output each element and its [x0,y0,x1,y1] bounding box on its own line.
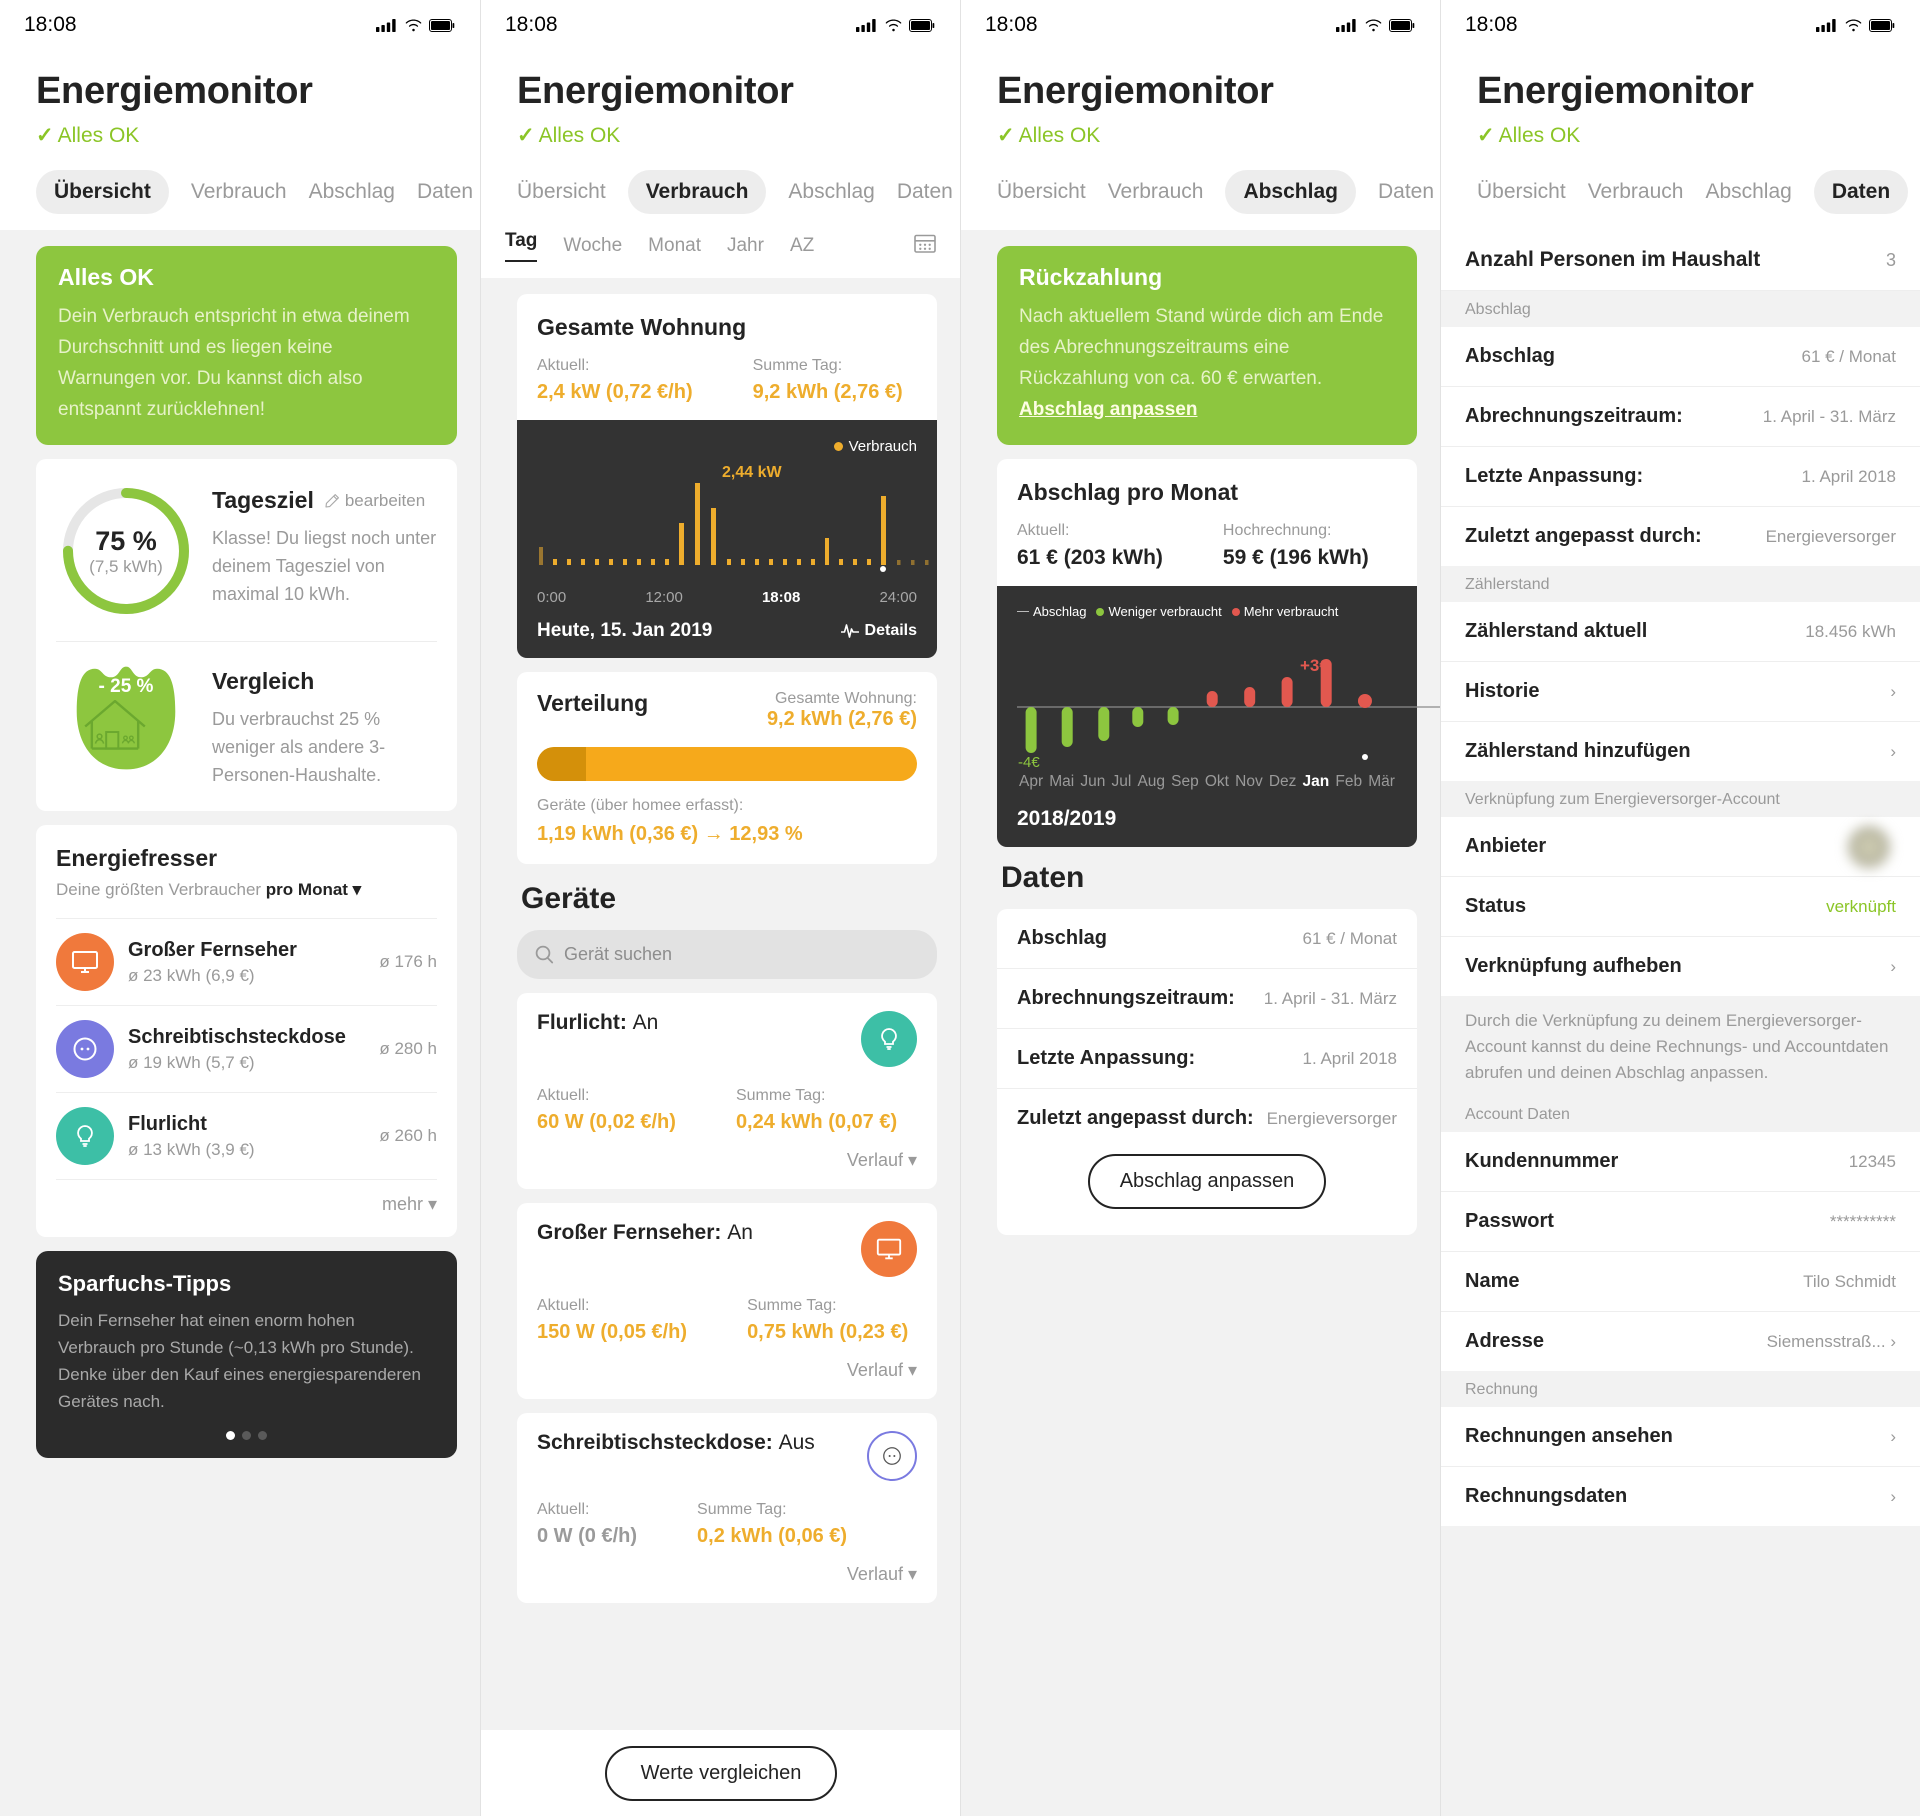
svg-text:-4€: -4€ [1018,754,1040,769]
svg-text:2,44 kW: 2,44 kW [722,464,782,481]
